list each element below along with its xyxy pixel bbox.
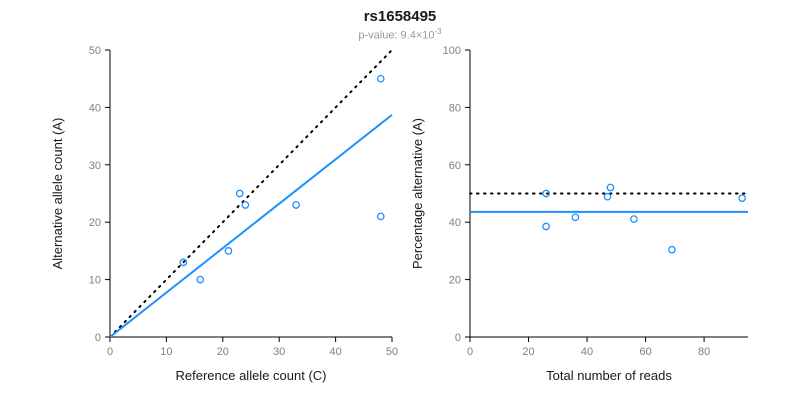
- p-value-text: p-value: 9.4×10: [358, 29, 435, 42]
- x-tick-label: 40: [329, 346, 341, 358]
- x-tick-label: 20: [522, 346, 534, 358]
- data-point: [241, 201, 250, 209]
- expected-reference-line: [109, 49, 393, 338]
- y-tick-label: 20: [449, 275, 461, 287]
- data-point: [542, 222, 550, 231]
- data-point: [606, 183, 615, 192]
- data-point: [376, 74, 385, 83]
- x-tick-label: 10: [160, 346, 172, 358]
- y-tick-label: 0: [455, 332, 461, 344]
- x-tick-label: 20: [217, 346, 229, 358]
- data-point: [668, 245, 676, 254]
- page-title: rs1658495: [363, 8, 437, 25]
- y-tick-label: 50: [89, 45, 101, 57]
- x-axis-label: Reference allele count (C): [175, 368, 326, 383]
- y-tick-label: 10: [89, 275, 101, 287]
- left-chart: 0 10 20 30 40 50 0 10 20 30 40 50 Reference allele c…: [50, 45, 398, 383]
- data-point: [179, 258, 188, 267]
- y-axis-label: Alternative allele count (A): [50, 118, 65, 270]
- y-tick-label: 100: [443, 45, 461, 57]
- data-point: [542, 189, 550, 198]
- y-tick-label: 40: [449, 217, 461, 229]
- y-tick-label: 30: [89, 160, 101, 172]
- x-tick-label: 0: [107, 346, 113, 358]
- fit-line: [109, 114, 393, 338]
- data-point: [603, 192, 612, 201]
- x-tick-label: 30: [273, 346, 285, 358]
- x-axis-label: Total number of reads: [546, 368, 672, 383]
- x-tick-label: 0: [467, 346, 473, 358]
- data-point: [376, 212, 385, 221]
- x-tick-label: 80: [698, 346, 710, 358]
- y-tick-label: 40: [89, 102, 101, 114]
- p-value-subtitle: p-value: 9.4×10-3: [0, 27, 800, 42]
- data-point: [571, 213, 580, 222]
- x-tick-label: 40: [581, 346, 593, 358]
- data-point: [235, 189, 244, 198]
- data-point: [224, 247, 233, 255]
- y-tick-label: 20: [89, 217, 101, 229]
- y-axis-label: Percentage alternative (A): [410, 118, 425, 269]
- y-tick-label: 0: [95, 332, 101, 344]
- y-tick-label: 80: [449, 102, 461, 114]
- data-point: [196, 275, 205, 284]
- right-chart: 0 20 40 60 80 0 20 40 60 80 100 Total number of rea…: [410, 45, 749, 383]
- y-tick-label: 60: [449, 160, 461, 172]
- data-point: [292, 201, 300, 209]
- x-tick-label: 60: [639, 346, 651, 358]
- x-tick-label: 50: [386, 346, 398, 358]
- p-value-exponent: -3: [434, 27, 442, 36]
- data-point: [630, 215, 638, 223]
- data-point: [738, 194, 746, 202]
